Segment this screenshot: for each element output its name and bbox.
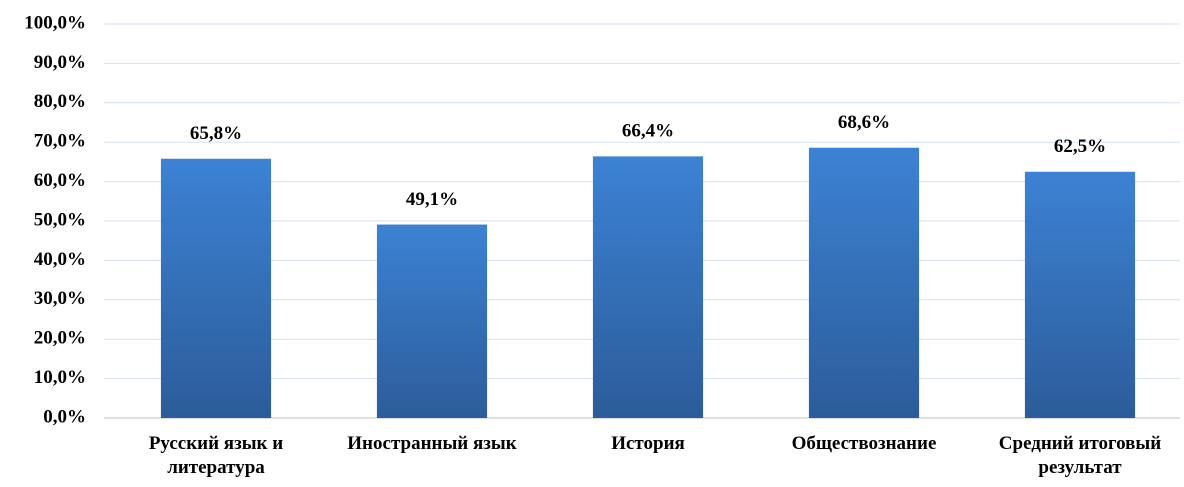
y-tick-label: 0,0% xyxy=(43,406,86,427)
data-label: 62,5% xyxy=(1054,136,1106,157)
data-label: 68,6% xyxy=(838,112,890,133)
x-tick-label: История xyxy=(611,433,685,454)
bar xyxy=(1024,171,1136,418)
y-tick-label: 60,0% xyxy=(34,170,86,191)
x-tick-label: Обществознание xyxy=(791,433,937,454)
y-tick-label: 20,0% xyxy=(34,328,86,349)
x-tick-label: Русский язык и литература xyxy=(148,433,284,478)
bar xyxy=(592,156,704,418)
y-tick-label: 50,0% xyxy=(34,209,86,230)
data-label: 66,4% xyxy=(622,121,674,142)
x-tick-label: Средний итоговый результат xyxy=(998,433,1162,478)
bar xyxy=(160,158,272,419)
x-tick-label: Иностранный язык xyxy=(347,433,517,454)
y-tick-label: 70,0% xyxy=(34,131,86,152)
y-tick-label: 90,0% xyxy=(34,52,86,73)
bar xyxy=(376,224,488,418)
y-tick-label: 80,0% xyxy=(34,91,86,112)
y-tick-label: 10,0% xyxy=(34,367,86,388)
data-label: 65,8% xyxy=(190,123,242,144)
data-label: 49,1% xyxy=(406,189,458,210)
y-tick-label: 40,0% xyxy=(34,249,86,270)
bar xyxy=(808,147,920,418)
y-tick-label: 100,0% xyxy=(24,12,86,33)
y-tick-label: 30,0% xyxy=(34,288,86,309)
